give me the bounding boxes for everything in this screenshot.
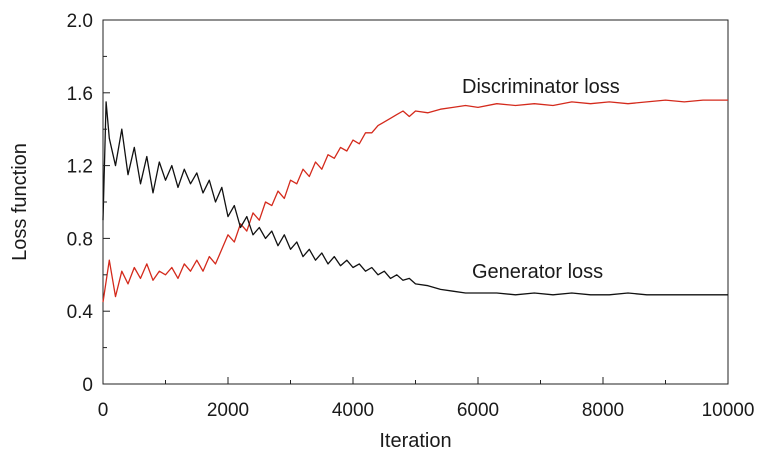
x-tick-label: 8000 xyxy=(582,400,624,421)
plot-area xyxy=(102,19,729,385)
axis-layer: 0 0.4 0.8 1.2 1.6 2.0 0 2000 4000 6000 8000 10000 xyxy=(67,11,755,421)
y-tick-label: 0.4 xyxy=(67,302,94,323)
y-axis-title: Loss function xyxy=(9,143,31,261)
discriminator-loss-line xyxy=(102,99,728,303)
x-tick-label: 6000 xyxy=(457,400,499,421)
y-tick-label: 0 xyxy=(82,375,93,396)
x-tick-label: 10000 xyxy=(702,400,755,421)
series-layer xyxy=(102,99,728,303)
y-tick-label: 1.6 xyxy=(67,84,93,105)
x-tick-label: 4000 xyxy=(332,400,374,421)
x-tick-label: 2000 xyxy=(207,400,249,421)
x-tick-label: 0 xyxy=(98,400,109,421)
x-axis-title: Iteration xyxy=(379,430,451,452)
y-tick-label: 1.2 xyxy=(67,157,93,178)
y-tick-label: 0.8 xyxy=(67,229,93,250)
discriminator-loss-label: Discriminator loss xyxy=(462,76,620,98)
generator-loss-label: Generator loss xyxy=(472,261,603,283)
y-tick-label: 2.0 xyxy=(67,11,93,32)
generator-loss-line xyxy=(102,101,728,296)
